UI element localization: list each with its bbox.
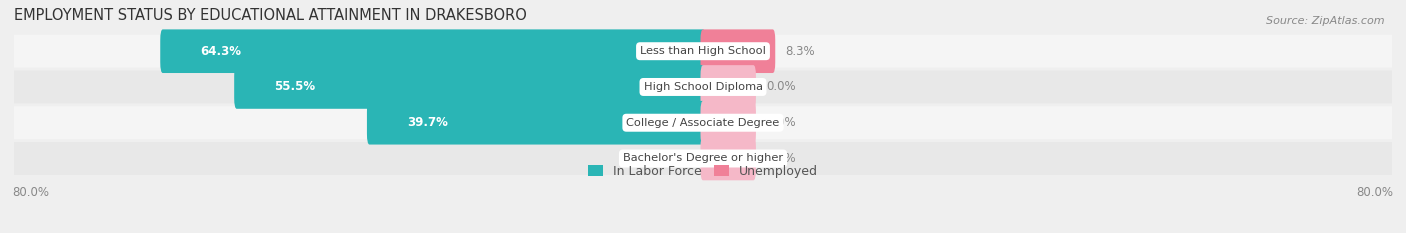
Text: EMPLOYMENT STATUS BY EDUCATIONAL ATTAINMENT IN DRAKESBORO: EMPLOYMENT STATUS BY EDUCATIONAL ATTAINM… — [14, 8, 527, 23]
FancyBboxPatch shape — [14, 71, 1392, 103]
Text: 64.3%: 64.3% — [201, 45, 242, 58]
Legend: In Labor Force, Unemployed: In Labor Force, Unemployed — [583, 160, 823, 183]
FancyBboxPatch shape — [700, 101, 756, 144]
FancyBboxPatch shape — [14, 142, 1392, 175]
Text: 0.0%: 0.0% — [661, 152, 690, 165]
Text: Bachelor's Degree or higher: Bachelor's Degree or higher — [623, 154, 783, 164]
FancyBboxPatch shape — [14, 35, 1392, 68]
Text: High School Diploma: High School Diploma — [644, 82, 762, 92]
Text: 0.0%: 0.0% — [766, 80, 796, 93]
FancyBboxPatch shape — [14, 106, 1392, 139]
FancyBboxPatch shape — [700, 29, 775, 73]
Text: Less than High School: Less than High School — [640, 46, 766, 56]
Text: College / Associate Degree: College / Associate Degree — [627, 118, 779, 128]
Text: 8.3%: 8.3% — [786, 45, 815, 58]
FancyBboxPatch shape — [160, 29, 706, 73]
FancyBboxPatch shape — [700, 137, 756, 180]
Text: 55.5%: 55.5% — [274, 80, 315, 93]
Text: 0.0%: 0.0% — [766, 152, 796, 165]
Text: Source: ZipAtlas.com: Source: ZipAtlas.com — [1267, 16, 1385, 26]
FancyBboxPatch shape — [367, 101, 706, 144]
FancyBboxPatch shape — [700, 65, 756, 109]
Text: 0.0%: 0.0% — [766, 116, 796, 129]
FancyBboxPatch shape — [235, 65, 706, 109]
Text: 39.7%: 39.7% — [408, 116, 449, 129]
